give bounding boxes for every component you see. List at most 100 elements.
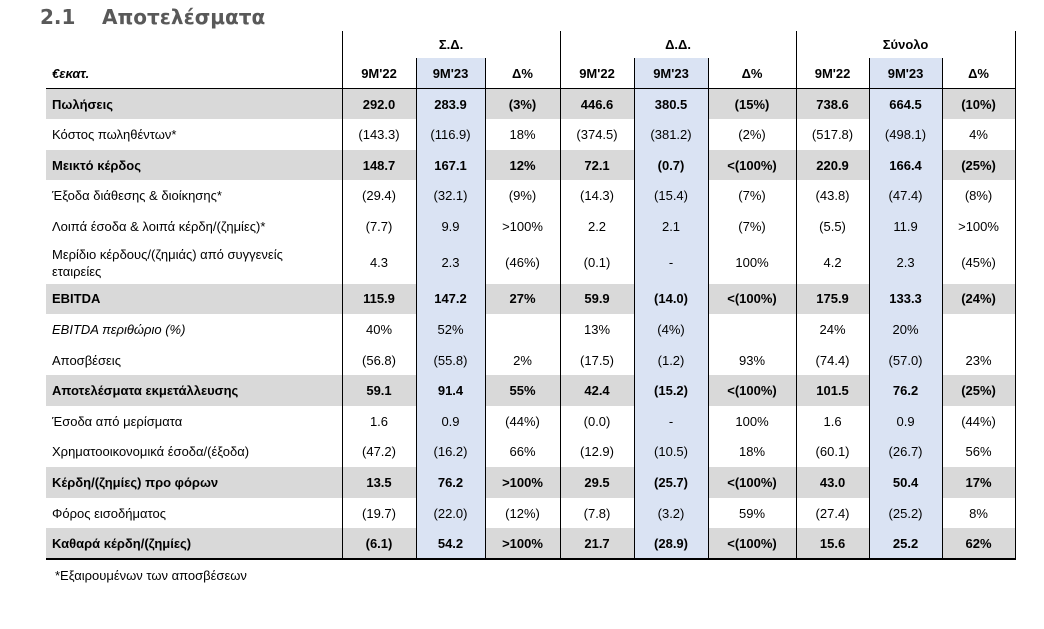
value-9m23: - (633, 405, 709, 437)
value-9m23: 91.4 (415, 375, 485, 406)
section-title: Αποτελέσματα (102, 5, 266, 29)
value-delta (484, 314, 561, 345)
value-9m23: (25.7) (633, 467, 709, 498)
value-delta: 62% (941, 528, 1016, 560)
value-9m22: 72.1 (559, 149, 635, 181)
value-9m23: (15.4) (633, 180, 709, 211)
row-label: Μεικτό κέρδος (46, 149, 342, 181)
value-9m23: (26.7) (868, 436, 943, 468)
col-header-9m22: 9M'22 (559, 58, 635, 90)
value-9m22: 4.2 (795, 241, 870, 284)
value-delta: (25%) (941, 375, 1016, 406)
value-9m23: (15.2) (633, 375, 709, 406)
value-9m23: 133.3 (868, 283, 943, 315)
value-delta: (15%) (707, 88, 797, 120)
value-delta: (24%) (941, 283, 1016, 315)
row-label: Λοιπά έσοδα & λοιπά κέρδη/(ζημίες)* (52, 218, 266, 234)
value-9m22: (19.7) (341, 497, 416, 529)
value-9m23: 283.9 (415, 88, 485, 120)
value-9m22: 1.6 (795, 405, 870, 437)
value-9m23: (381.2) (633, 119, 709, 150)
table-row: Πωλήσεις 292.0 283.9 (3%) 446.6 380.5 (15%) 738… (46, 88, 1016, 120)
value-9m22: 40% (341, 314, 416, 345)
value-9m22: (56.8) (341, 344, 416, 376)
value-delta: (44%) (941, 405, 1016, 437)
value-9m22: (27.4) (795, 497, 870, 529)
value-9m22: 43.0 (795, 467, 870, 498)
value-9m23: 380.5 (633, 88, 709, 120)
value-9m22: 42.4 (559, 375, 635, 406)
value-9m23: (28.9) (633, 528, 709, 560)
value-9m22: 115.9 (341, 283, 416, 315)
value-delta: 2% (484, 344, 561, 376)
value-delta: <(100%) (707, 467, 797, 498)
value-9m22: 59.1 (341, 375, 416, 406)
value-delta: 59% (707, 497, 797, 529)
value-9m23: (4%) (633, 314, 709, 345)
col-header-9m22: 9M'22 (341, 58, 416, 90)
unit-label: €εκατ. (46, 58, 342, 90)
value-delta: 18% (707, 436, 797, 468)
value-9m23: 2.3 (868, 241, 943, 284)
value-delta: (9%) (484, 180, 561, 211)
value-9m23: (55.8) (415, 344, 485, 376)
value-delta: 100% (707, 405, 797, 437)
value-9m23: 2.3 (415, 241, 485, 284)
table-row: Χρηματοοικονομικά έσοδα/(έξοδα) (47.2) (16… (46, 436, 1016, 468)
value-9m22: 1.6 (341, 405, 416, 437)
value-9m22: 101.5 (795, 375, 870, 406)
group-header-row: Σ.Δ. Δ.Δ. Σύνολο (46, 31, 1016, 58)
value-delta: 56% (941, 436, 1016, 468)
value-9m22: (60.1) (795, 436, 870, 468)
value-9m22: (74.4) (795, 344, 870, 376)
value-9m23: 167.1 (415, 149, 485, 181)
row-label: Αποσβέσεις (52, 352, 121, 368)
value-delta: (46%) (484, 241, 561, 284)
value-9m23: (32.1) (415, 180, 485, 211)
value-9m22: 2.2 (559, 210, 635, 242)
value-9m23: (22.0) (415, 497, 485, 529)
value-9m23: (116.9) (415, 119, 485, 150)
table-row: Έσοδα από μερίσματα 1.6 0.9 (44%) (0.0) -100%… (46, 405, 1016, 437)
value-9m22: (7.7) (341, 210, 416, 242)
col-header-9m22: 9M'22 (795, 58, 870, 90)
table-row: Μεικτό κέρδος 148.7 167.1 12% 72.1 (0.7) <(100… (46, 149, 1016, 181)
value-9m22: 15.6 (795, 528, 870, 560)
value-delta: >100% (941, 210, 1016, 242)
value-9m22: 175.9 (795, 283, 870, 315)
value-delta: 17% (941, 467, 1016, 498)
value-delta: 4% (941, 119, 1016, 150)
col-header-9m23: 9M'23 (633, 58, 709, 90)
row-label: Φόρος εισοδήματος (52, 505, 166, 521)
value-delta: 27% (484, 283, 561, 315)
value-9m22: 148.7 (341, 149, 416, 181)
value-9m23: 0.9 (415, 405, 485, 437)
results-table: Σ.Δ. Δ.Δ. Σύνολο €εκατ. 9M'22 9M'23 Δ% 9… (46, 31, 1016, 560)
table-body: Σ.Δ. Δ.Δ. Σύνολο €εκατ. 9M'22 9M'23 Δ% 9… (46, 31, 1016, 560)
col-header-delta: Δ% (941, 58, 1016, 90)
value-delta: (3%) (484, 88, 561, 120)
column-header-row: €εκατ. 9M'22 9M'23 Δ% 9M'22 9M'23 Δ% 9M'… (46, 58, 1016, 90)
row-label: Αποτελέσματα εκμετάλλευσης (46, 375, 342, 406)
value-delta: (12%) (484, 497, 561, 529)
value-9m23: 2.1 (633, 210, 709, 242)
value-9m23: - (633, 241, 709, 284)
value-delta: 8% (941, 497, 1016, 529)
table-row: Φόρος εισοδήματος (19.7) (22.0) (12%) (7.8)(… (46, 497, 1016, 529)
value-9m22: (6.1) (341, 528, 416, 560)
value-delta: 93% (707, 344, 797, 376)
value-9m22: 4.3 (341, 241, 416, 284)
row-label: Μερίδιο κέρδους/(ζημιάς) από συγγενείς ε… (52, 246, 283, 279)
value-9m23: (47.4) (868, 180, 943, 211)
value-9m22: (14.3) (559, 180, 635, 211)
value-9m22: (47.2) (341, 436, 416, 468)
value-9m22: (17.5) (559, 344, 635, 376)
value-delta: (7%) (707, 180, 797, 211)
value-9m23: 664.5 (868, 88, 943, 120)
value-delta: (44%) (484, 405, 561, 437)
value-9m22: (143.3) (341, 119, 416, 150)
table-row: Καθαρά κέρδη/(ζημίες) (6.1) 54.2 >100% 21.7(… (46, 528, 1016, 560)
value-delta: <(100%) (707, 375, 797, 406)
value-9m22: (0.0) (559, 405, 635, 437)
value-9m23: (3.2) (633, 497, 709, 529)
